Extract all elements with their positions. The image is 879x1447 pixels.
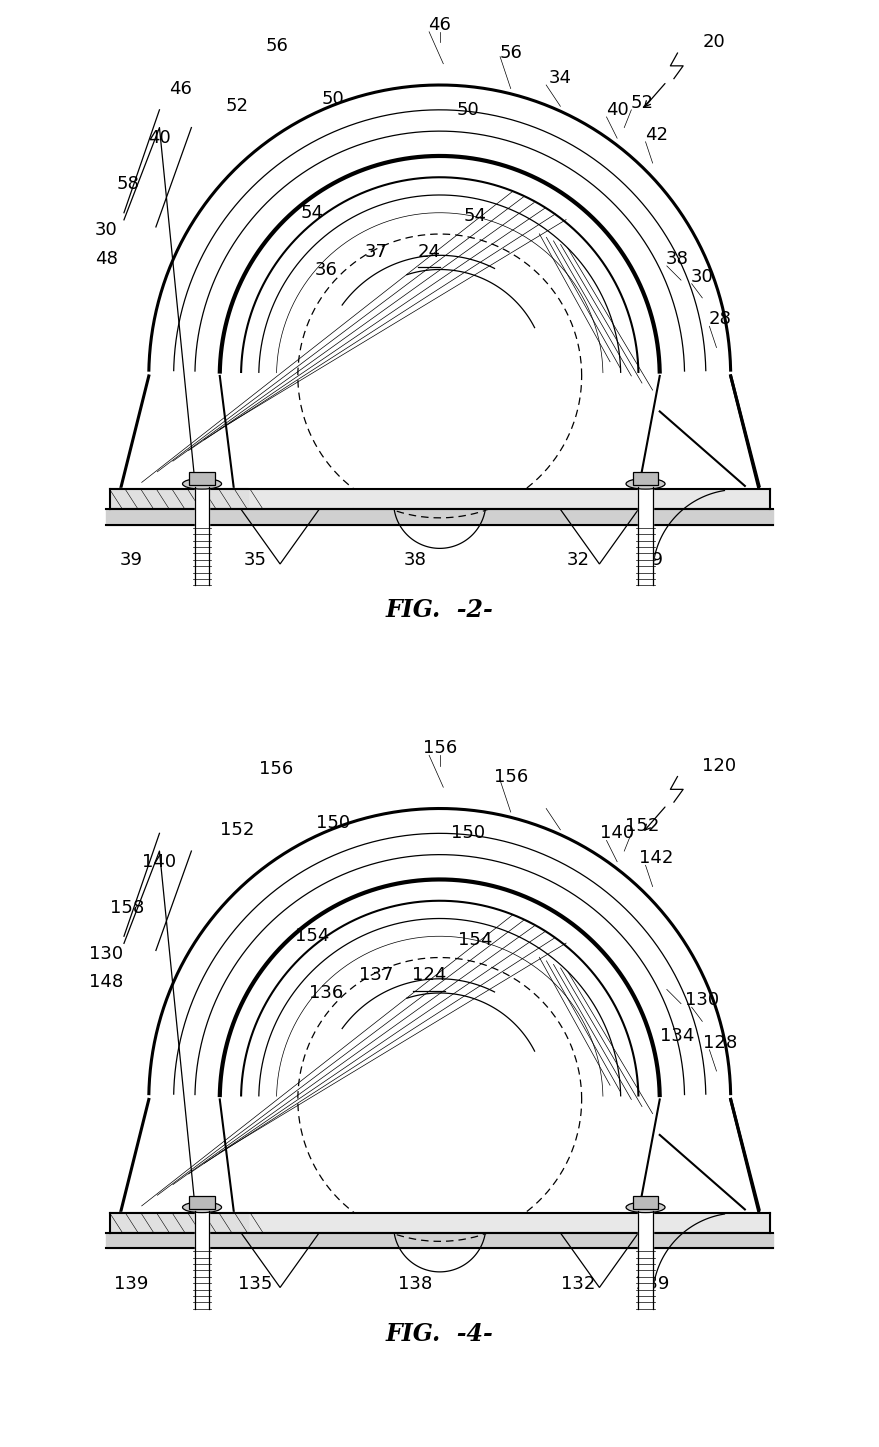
Text: 35: 35 (243, 551, 266, 570)
Text: 156: 156 (493, 767, 527, 786)
Text: 50: 50 (322, 90, 345, 109)
Text: 139: 139 (636, 1275, 670, 1294)
Text: 54: 54 (301, 204, 323, 221)
Text: 124: 124 (411, 967, 446, 984)
Text: 140: 140 (142, 852, 177, 871)
Text: 36: 36 (315, 260, 338, 278)
Text: 148: 148 (89, 974, 123, 991)
Text: 152: 152 (221, 820, 255, 839)
Text: 152: 152 (624, 818, 658, 835)
Text: 130: 130 (685, 991, 719, 1009)
Text: 20: 20 (702, 33, 724, 52)
Text: 34: 34 (548, 69, 571, 87)
Text: 137: 137 (359, 967, 393, 984)
Text: 46: 46 (170, 80, 193, 97)
FancyBboxPatch shape (632, 1197, 658, 1208)
Text: 30: 30 (95, 221, 118, 239)
Text: 56: 56 (499, 43, 522, 62)
Text: 28: 28 (708, 310, 731, 328)
Text: 37: 37 (364, 243, 387, 260)
Text: 39: 39 (120, 551, 142, 570)
Text: 50: 50 (456, 101, 479, 119)
FancyBboxPatch shape (632, 473, 658, 485)
Text: 40: 40 (606, 101, 628, 119)
Ellipse shape (626, 479, 665, 489)
Text: 150: 150 (451, 825, 485, 842)
Text: 134: 134 (660, 1026, 694, 1045)
Text: 32: 32 (566, 551, 589, 570)
Text: 42: 42 (644, 126, 667, 143)
Text: FIG.  -2-: FIG. -2- (386, 598, 493, 622)
Text: 24: 24 (418, 243, 440, 260)
Text: 135: 135 (238, 1275, 272, 1294)
Text: 158: 158 (111, 899, 144, 917)
Ellipse shape (626, 1202, 665, 1213)
Polygon shape (110, 488, 248, 509)
Text: 58: 58 (116, 175, 139, 194)
Text: 52: 52 (226, 97, 249, 116)
Text: 120: 120 (702, 757, 736, 776)
Text: 156: 156 (259, 761, 294, 778)
FancyBboxPatch shape (189, 473, 214, 485)
Text: 39: 39 (641, 551, 664, 570)
Text: 130: 130 (89, 945, 123, 962)
Text: 128: 128 (702, 1033, 737, 1052)
Text: 56: 56 (265, 38, 287, 55)
Text: 142: 142 (639, 849, 673, 867)
Ellipse shape (183, 1202, 222, 1213)
Text: 38: 38 (403, 551, 426, 570)
Ellipse shape (183, 479, 222, 489)
Text: 52: 52 (630, 94, 653, 111)
Text: 150: 150 (316, 813, 350, 832)
Text: 154: 154 (458, 930, 492, 949)
Text: 154: 154 (294, 928, 329, 945)
FancyBboxPatch shape (189, 1197, 214, 1208)
Text: 136: 136 (309, 984, 343, 1001)
Text: 132: 132 (561, 1275, 595, 1294)
Text: 38: 38 (665, 250, 688, 268)
Text: 54: 54 (463, 207, 486, 226)
Text: 46: 46 (428, 16, 451, 33)
Text: 138: 138 (397, 1275, 432, 1294)
Polygon shape (110, 1211, 248, 1233)
Text: 156: 156 (423, 739, 456, 757)
Text: 48: 48 (95, 250, 118, 268)
Text: FIG.  -4-: FIG. -4- (386, 1321, 493, 1346)
Text: 139: 139 (113, 1275, 149, 1294)
Text: 140: 140 (599, 825, 634, 842)
Text: 40: 40 (148, 129, 171, 148)
Text: 30: 30 (691, 268, 713, 285)
